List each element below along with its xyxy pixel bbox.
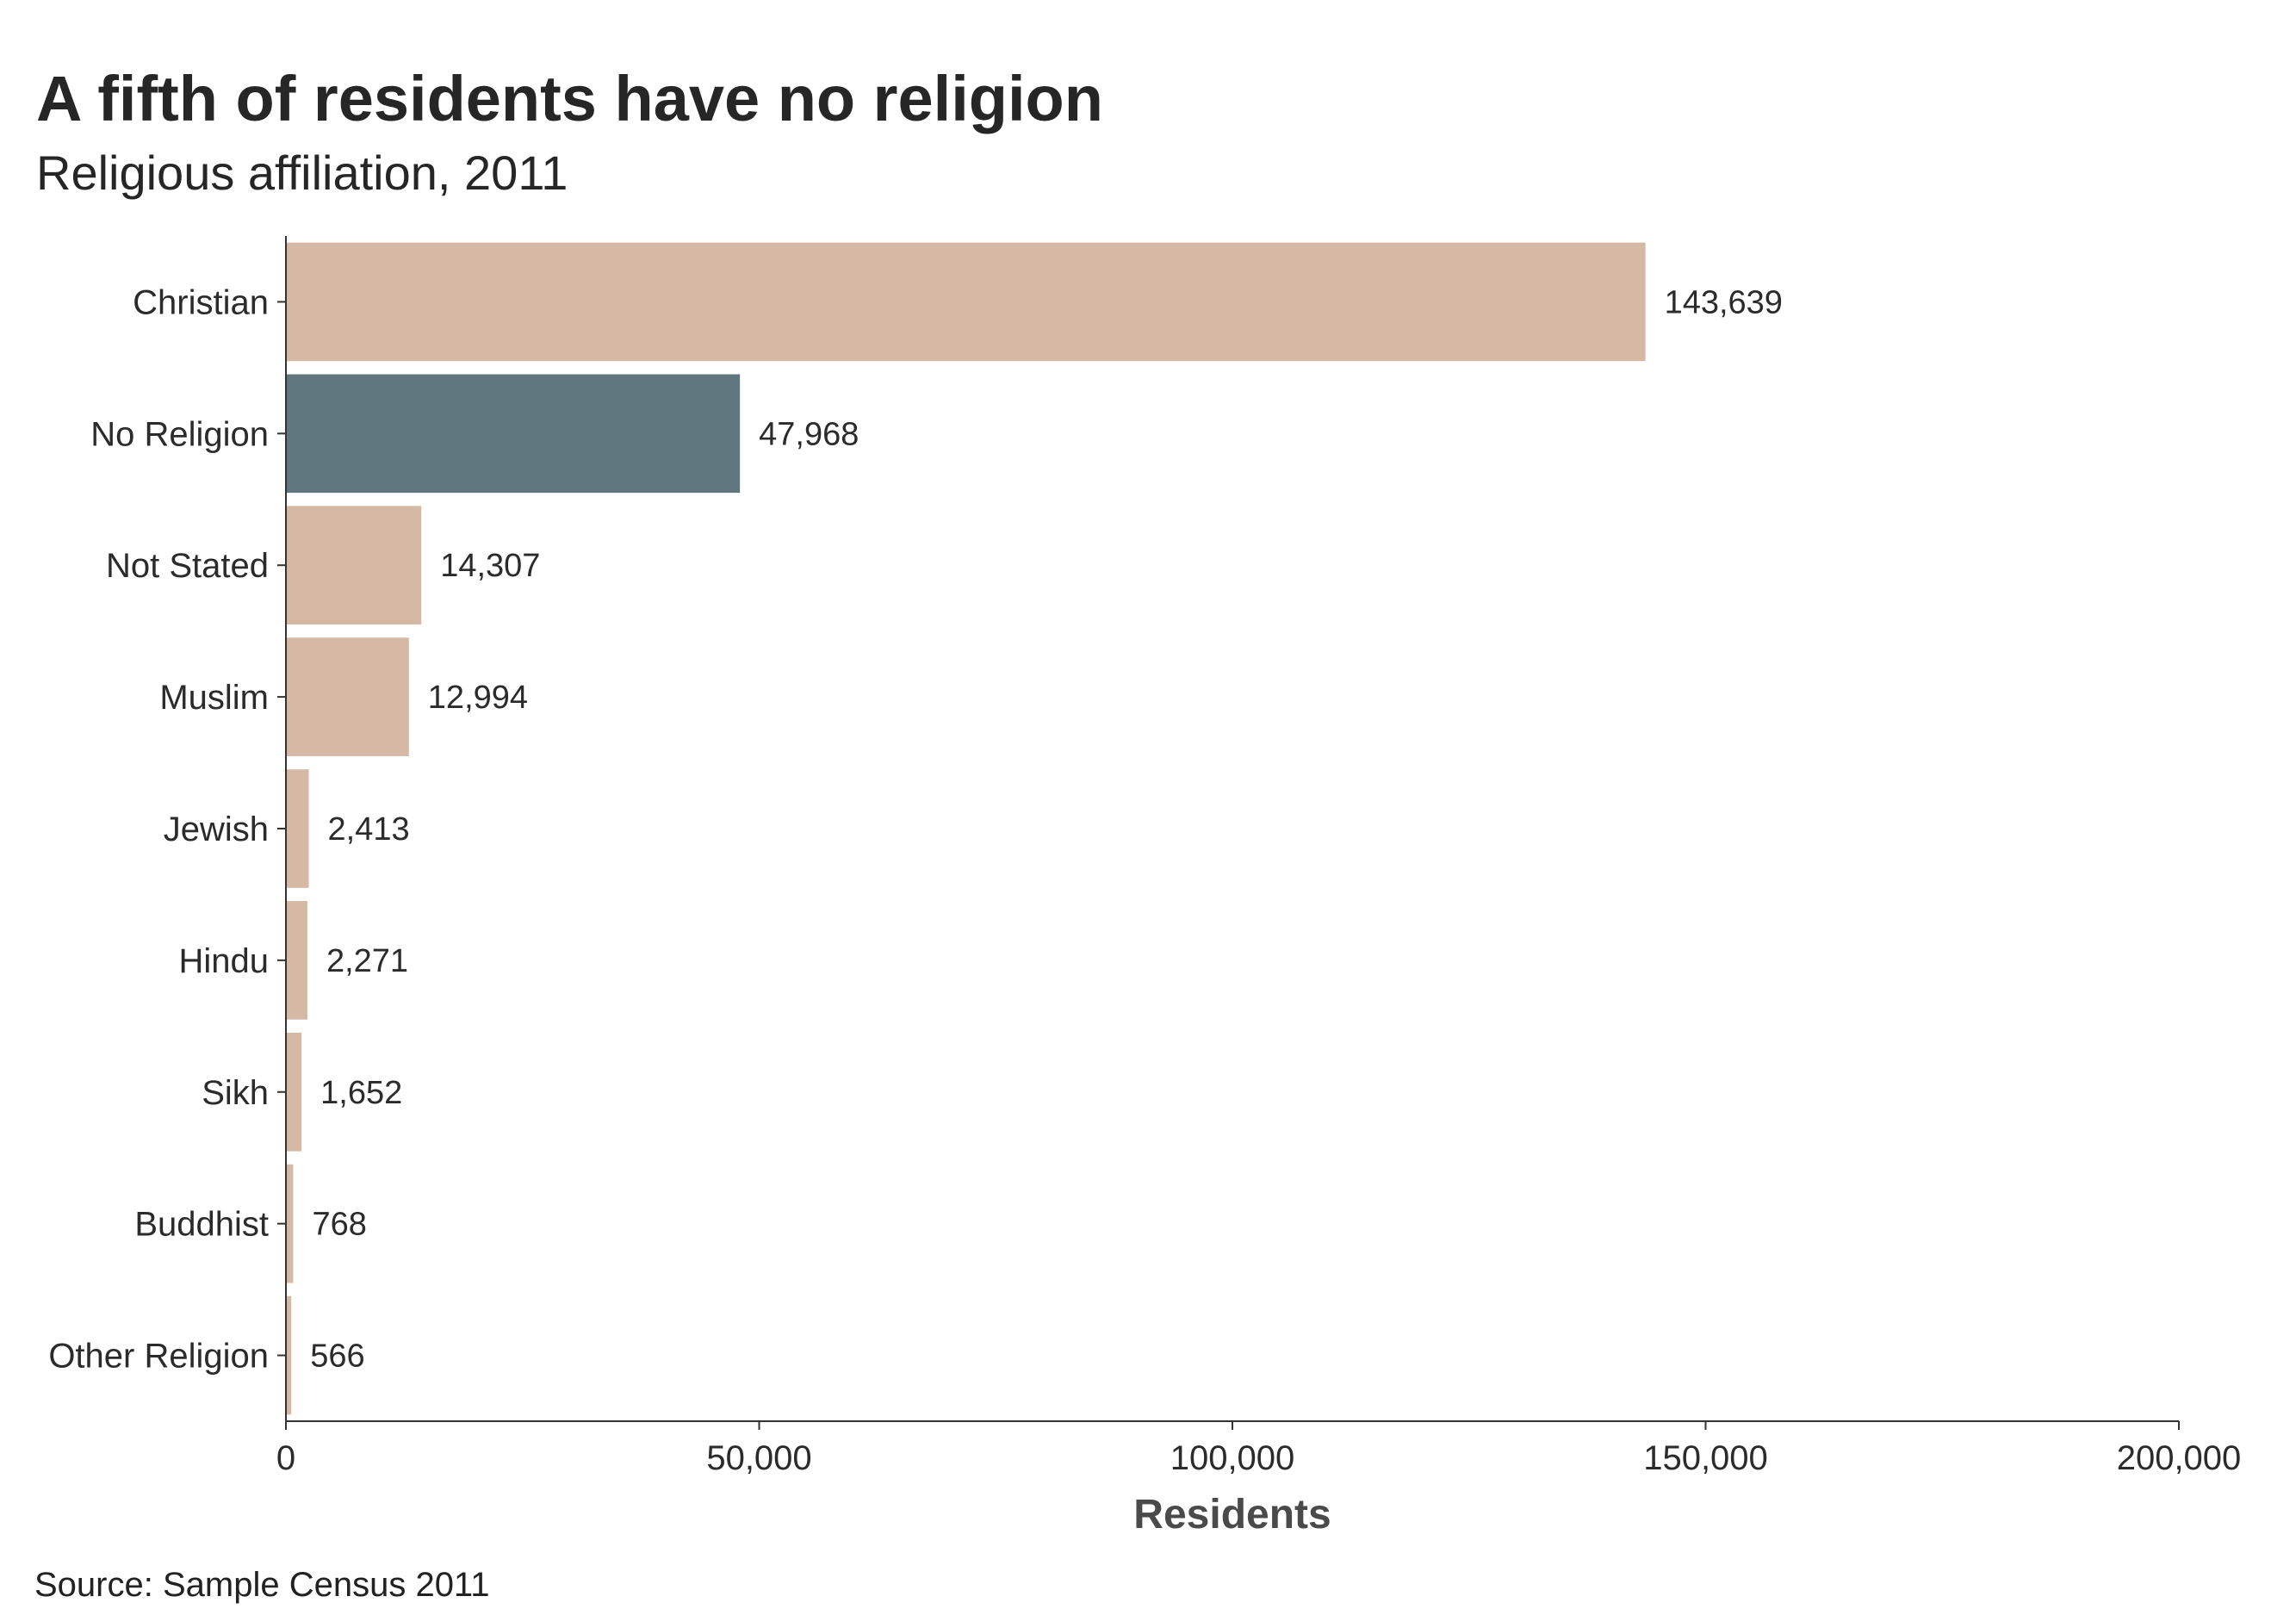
bar-christian	[286, 242, 1646, 362]
value-label: 14,307	[440, 548, 540, 584]
bar-sikh	[286, 1032, 302, 1152]
x-axis: 0 50,000 100,000 150,000 200,000	[276, 1420, 2242, 1477]
value-label: 768	[312, 1207, 366, 1243]
value-label: 566	[310, 1339, 364, 1375]
category-label: Hindu	[178, 942, 269, 980]
value-label: 2,413	[328, 811, 410, 848]
category-label: Buddhist	[134, 1206, 269, 1244]
category-label: Sikh	[202, 1074, 269, 1112]
x-axis-title: Residents	[1133, 1492, 1331, 1537]
value-label: 12,994	[428, 680, 528, 716]
bar-buddhist	[286, 1164, 294, 1283]
category-label: Not Stated	[106, 547, 269, 585]
bar-other-religion	[286, 1295, 292, 1415]
chart-title: A fifth of residents have no religion	[36, 63, 1103, 134]
category-label: Jewish	[164, 811, 269, 848]
category-label: No Religion	[90, 415, 269, 453]
source-note: Source: Sample Census 2011	[34, 1566, 490, 1604]
bar-no-religion	[286, 374, 741, 494]
bars-group: 143,639 47,968 14,307 12,994 2,413 2,271 1,652…	[286, 242, 1783, 1415]
category-label: Other Religion	[48, 1338, 269, 1376]
value-label: 143,639	[1665, 284, 1783, 320]
x-tick-label: 200,000	[2117, 1439, 2242, 1477]
value-label: 1,652	[320, 1075, 402, 1111]
y-axis: Christian No Religion Not Stated Muslim Jewi…	[48, 236, 287, 1421]
bar-hindu	[286, 901, 307, 1020]
category-label: Muslim	[159, 679, 269, 717]
value-label: 2,271	[326, 943, 408, 979]
bar-muslim	[286, 637, 409, 756]
x-tick-label: 150,000	[1643, 1439, 1768, 1477]
value-label: 47,968	[759, 416, 859, 452]
x-tick-label: 100,000	[1170, 1439, 1295, 1477]
x-tick-label: 0	[276, 1439, 295, 1477]
bar-not-stated	[286, 506, 422, 625]
bar-jewish	[286, 769, 309, 888]
category-label: Christian	[133, 283, 269, 321]
chart-subtitle: Religious affiliation, 2011	[36, 146, 568, 200]
x-tick-label: 50,000	[706, 1439, 811, 1477]
